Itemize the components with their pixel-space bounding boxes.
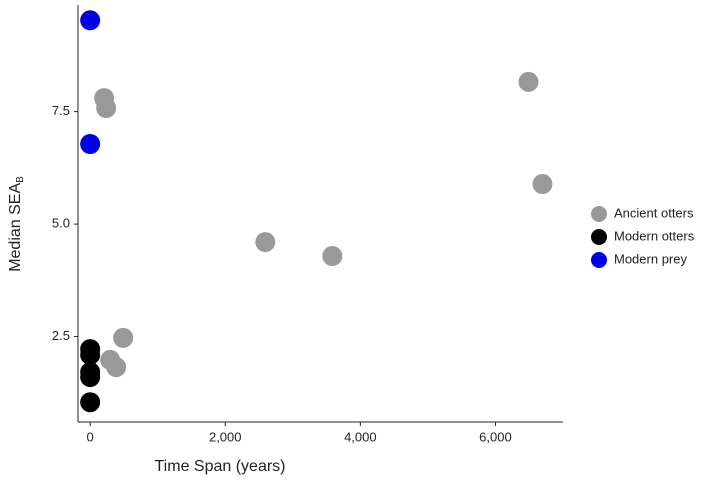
y-axis-label-subscript: B [15,176,26,183]
legend-marker [591,252,607,268]
point [80,10,101,31]
legend-label: Ancient otters [614,205,694,220]
y-axis-label-text: Median SEA [7,183,24,272]
x-axis-label: Time Span (years) [155,458,286,475]
point [80,344,101,365]
legend-marker [591,229,607,245]
point [322,246,343,267]
y-tick-label: 7.5 [52,103,70,118]
point [518,71,539,92]
point [80,392,101,413]
point [96,98,117,119]
y-tick-label: 2.5 [52,328,70,343]
point [113,327,134,348]
x-tick-label: 6,000 [479,429,512,444]
x-tick-label: 4,000 [344,429,377,444]
point [255,232,276,253]
legend-label: Modern prey [614,251,687,266]
x-tick-label: 0 [87,429,94,444]
point [532,174,553,195]
legend-marker [591,206,607,222]
point [80,367,101,388]
y-axis-label: Median SEAB [7,176,25,272]
legend-label: Modern otters [614,228,695,243]
y-tick-label: 5.0 [52,216,70,231]
x-tick-label: 2,000 [209,429,242,444]
point [80,134,101,154]
point [106,357,127,378]
